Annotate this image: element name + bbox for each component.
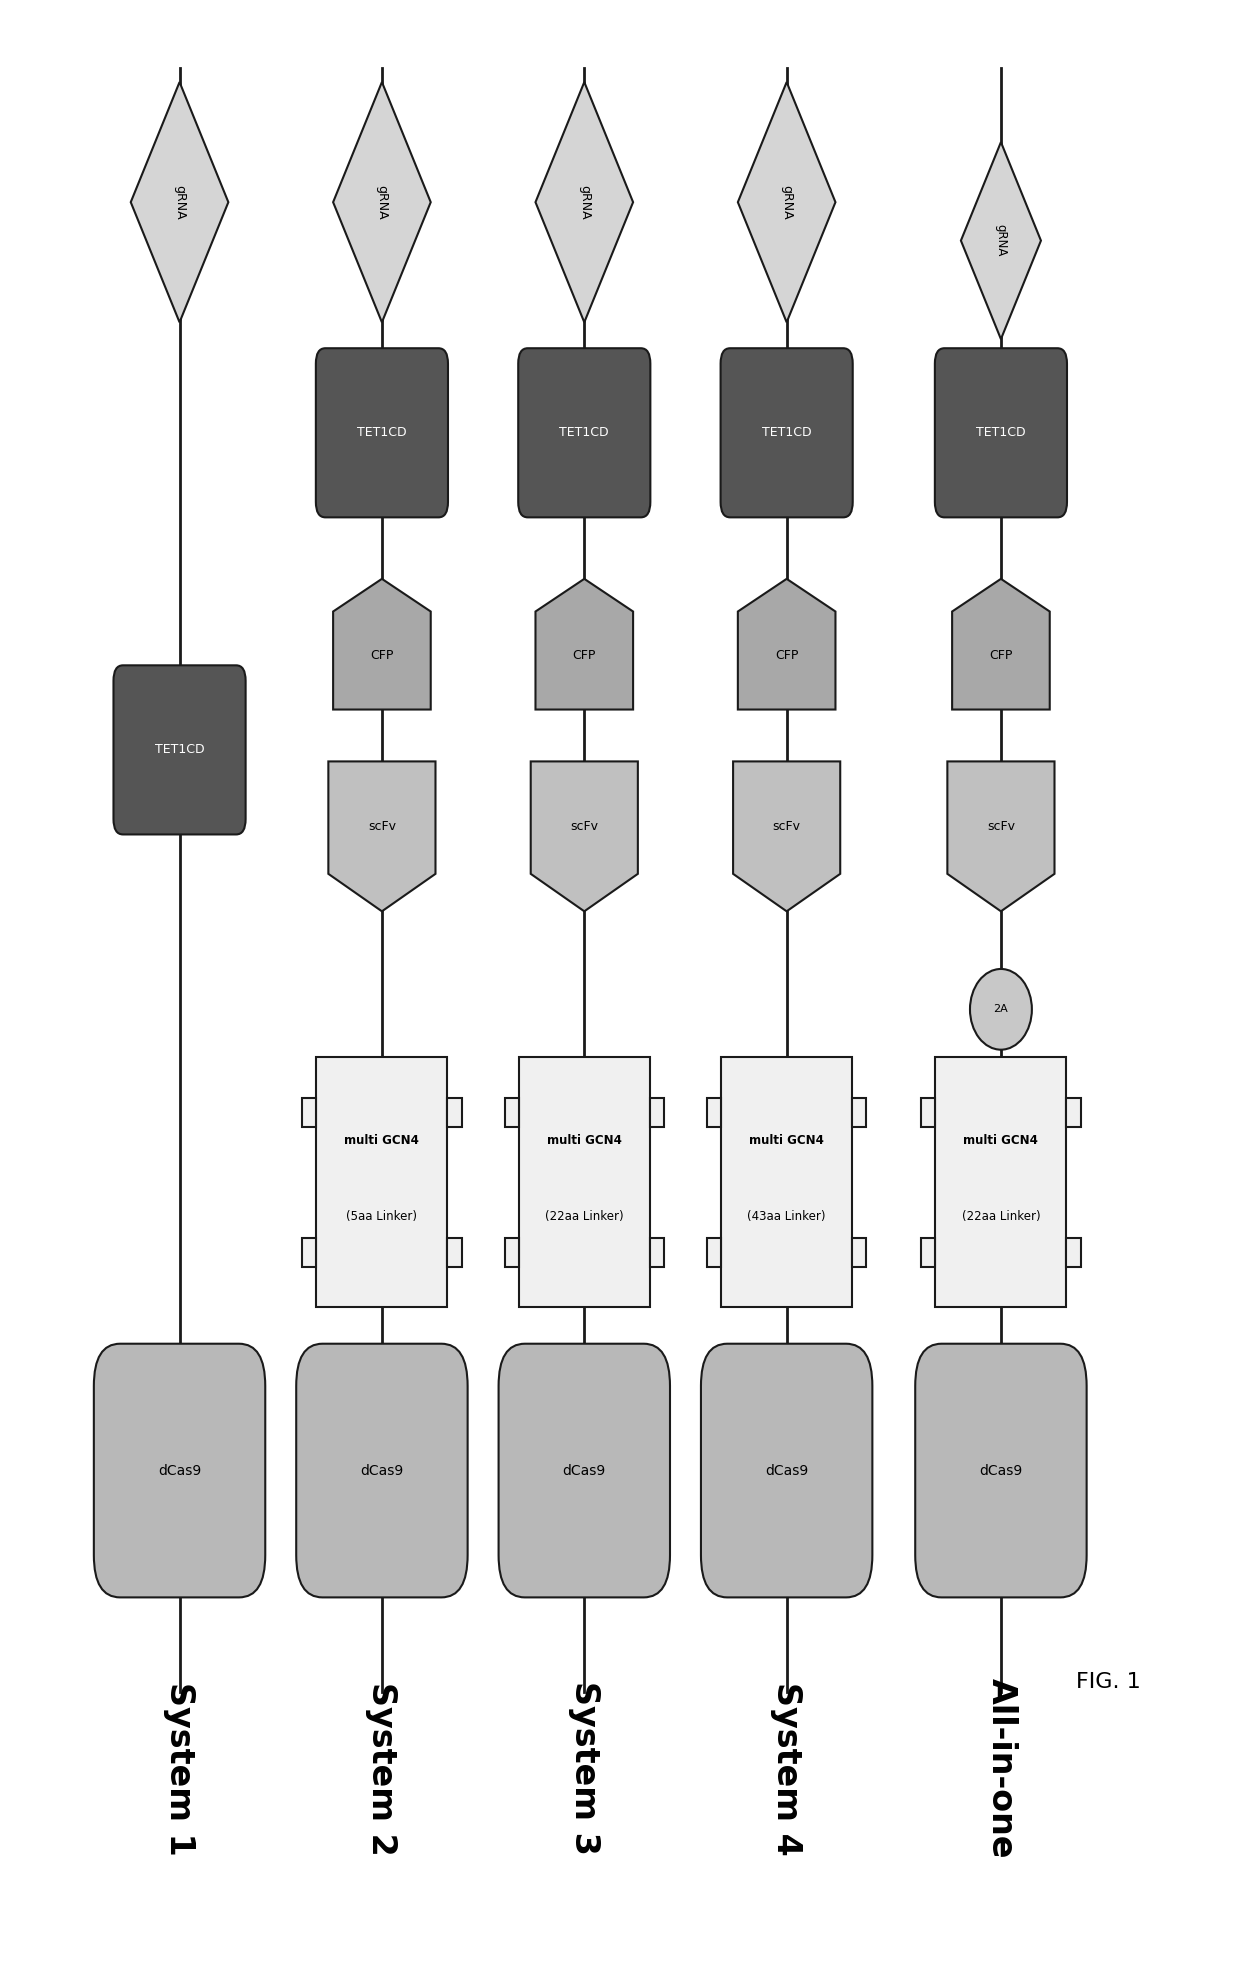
Bar [448,1237,461,1267]
Bar [1066,1098,1081,1128]
Text: dCas9: dCas9 [765,1463,808,1477]
FancyBboxPatch shape [316,349,448,518]
Text: (22aa Linker): (22aa Linker) [961,1210,1040,1224]
Polygon shape [536,82,634,322]
Text: (43aa Linker): (43aa Linker) [748,1210,826,1224]
Text: dCas9: dCas9 [563,1463,606,1477]
Bar [303,1237,316,1267]
Text: (22aa Linker): (22aa Linker) [544,1210,624,1224]
Bar [316,1057,448,1308]
Text: System 4: System 4 [770,1681,804,1855]
Text: multi GCN4: multi GCN4 [547,1133,621,1147]
Ellipse shape [970,969,1032,1049]
Bar [505,1098,518,1128]
Text: (5aa Linker): (5aa Linker) [346,1210,418,1224]
Bar [1066,1237,1081,1267]
Bar [505,1237,518,1267]
Polygon shape [536,578,634,710]
Polygon shape [738,82,836,322]
Polygon shape [961,141,1040,339]
Bar [650,1098,665,1128]
Polygon shape [947,761,1054,912]
Text: dCas9: dCas9 [157,1463,201,1477]
Text: System 3: System 3 [568,1681,601,1855]
Text: All-in-one: All-in-one [985,1679,1018,1859]
Bar [935,1057,1066,1308]
Bar [518,1057,650,1308]
Bar [707,1237,722,1267]
Bar [921,1237,935,1267]
Text: multi GCN4: multi GCN4 [345,1133,419,1147]
Polygon shape [334,82,430,322]
Text: System 1: System 1 [162,1681,196,1855]
FancyBboxPatch shape [915,1343,1086,1598]
Polygon shape [952,578,1050,710]
Text: System 2: System 2 [366,1681,398,1855]
Text: gRNA: gRNA [174,184,186,220]
Polygon shape [531,761,637,912]
Text: multi GCN4: multi GCN4 [749,1133,825,1147]
Polygon shape [334,578,430,710]
Bar [707,1098,722,1128]
Text: gRNA: gRNA [376,184,388,220]
Text: FIG. 1: FIG. 1 [1075,1673,1141,1692]
Polygon shape [130,82,228,322]
Text: gRNA: gRNA [994,224,1007,257]
Text: CFP: CFP [573,649,596,663]
Bar [722,1057,852,1308]
Bar [303,1098,316,1128]
FancyBboxPatch shape [114,665,246,835]
FancyBboxPatch shape [518,349,650,518]
FancyBboxPatch shape [296,1343,467,1598]
Polygon shape [733,761,841,912]
Text: TET1CD: TET1CD [155,743,205,757]
Text: dCas9: dCas9 [361,1463,403,1477]
Text: CFP: CFP [990,649,1013,663]
Bar [852,1098,867,1128]
Bar [650,1237,665,1267]
Text: TET1CD: TET1CD [976,426,1025,439]
FancyBboxPatch shape [701,1343,873,1598]
Bar [921,1098,935,1128]
Polygon shape [329,761,435,912]
FancyBboxPatch shape [720,349,853,518]
Text: CFP: CFP [371,649,393,663]
Polygon shape [738,578,836,710]
Bar [448,1098,461,1128]
Text: scFv: scFv [368,820,396,833]
Text: TET1CD: TET1CD [559,426,609,439]
Text: TET1CD: TET1CD [761,426,811,439]
FancyBboxPatch shape [498,1343,670,1598]
Text: gRNA: gRNA [780,184,794,220]
FancyBboxPatch shape [935,349,1066,518]
Text: scFv: scFv [987,820,1014,833]
Text: scFv: scFv [773,820,801,833]
Text: dCas9: dCas9 [980,1463,1023,1477]
Bar [852,1237,867,1267]
FancyBboxPatch shape [94,1343,265,1598]
Text: CFP: CFP [775,649,799,663]
Text: scFv: scFv [570,820,598,833]
Text: gRNA: gRNA [578,184,590,220]
Text: TET1CD: TET1CD [357,426,407,439]
Text: multi GCN4: multi GCN4 [963,1133,1038,1147]
Text: 2A: 2A [993,1004,1008,1014]
